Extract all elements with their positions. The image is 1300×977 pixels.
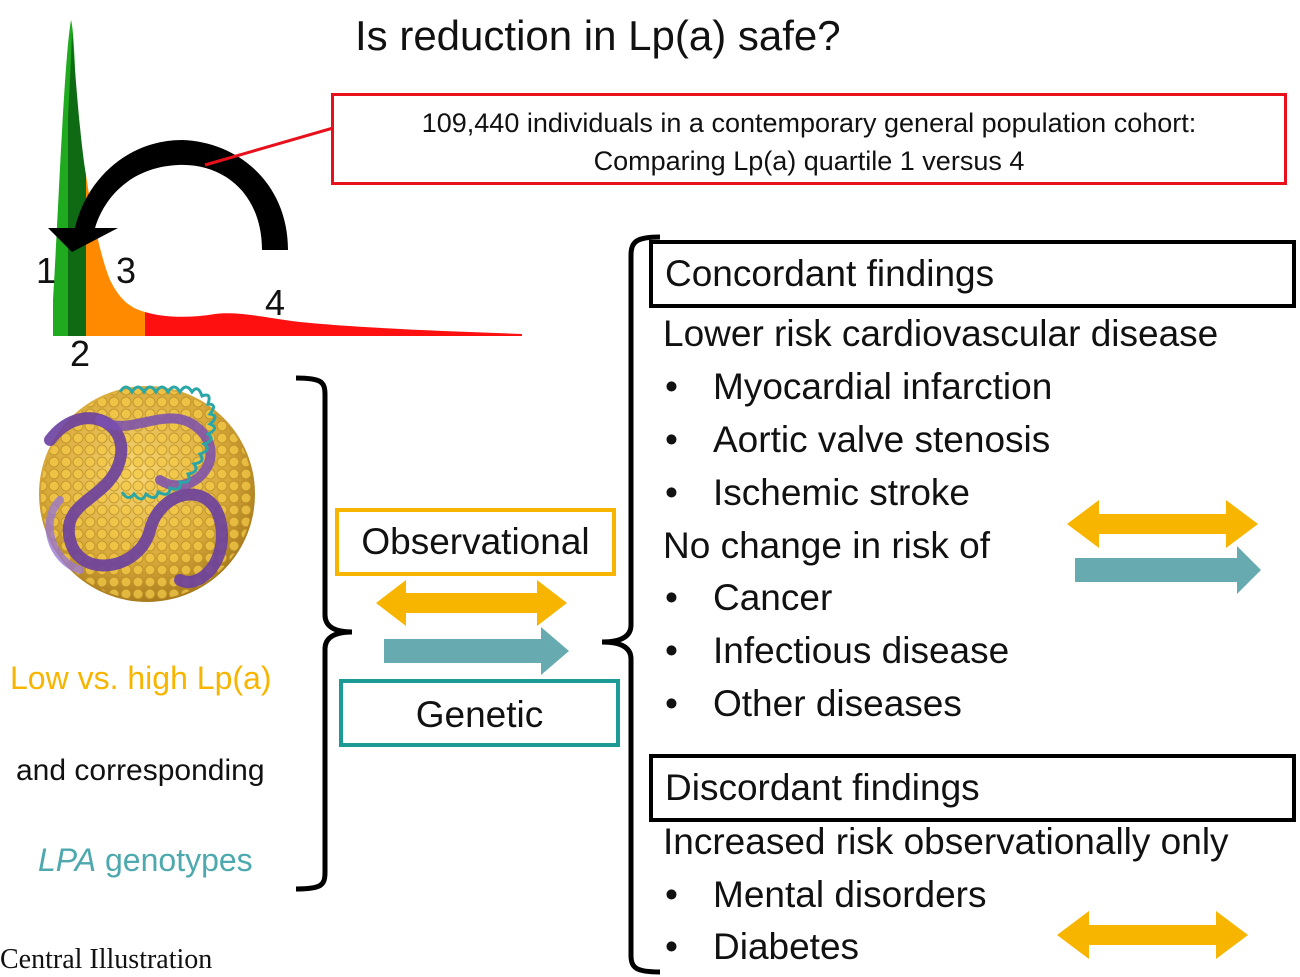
exposure-low-vs-high: Low vs. high Lp(a) [10,660,272,696]
central-illustration-caption: Central Illustration [0,944,213,975]
observational-double-arrow-icon [376,580,567,626]
list-item: • Ischemic stroke [665,472,971,513]
quartile-label-4: 4 [265,282,286,323]
genotypes-word: genotypes [96,842,253,878]
genetic-box: Genetic [339,679,620,747]
cohort-description-box: 109,440 individuals in a contemporary ge… [331,93,1287,185]
observational-box: Observational [335,508,616,576]
cohort-line-1: 109,440 individuals in a contemporary ge… [421,108,1197,138]
page-title: Is reduction in Lp(a) safe? [355,12,841,59]
cohort-line-2: Comparing Lp(a) quartile 1 versus 4 [593,146,1025,176]
genetic-arrow-icon [384,627,569,675]
left-brace [295,375,353,892]
quartile-label-2: 2 [70,333,91,374]
quartile-3-area [86,175,145,336]
curved-arrow-icon [48,140,288,252]
list-item: • Other diseases [665,683,962,724]
observational-only-heading: Increased risk observationally only [663,821,1229,862]
quartile-4-area [145,312,522,336]
list-item: • Aortic valve stenosis [665,419,1051,460]
right-brace [601,234,661,975]
exposure-and-corresponding: and corresponding [16,754,265,787]
lpa-gene-name: LPA [38,842,97,878]
concordant-observational-arrow-icon [1067,500,1258,548]
discordant-findings-header: Discordant findings [649,754,1296,822]
no-change-heading: No change in risk of [663,525,991,566]
quartile-2-area [68,30,86,336]
lpa-particle-illustration [39,385,255,602]
concordant-genetic-arrow-icon [1075,546,1261,594]
concordant-findings-header: Concordant findings [649,240,1296,308]
exposure-lpa-genotypes: LPA genotypes [38,842,253,879]
cohort-connector-line [204,126,334,167]
lpa-distribution-curve [53,20,522,336]
discordant-observational-arrow-icon [1057,911,1248,959]
quartile-label-1: 1 [36,250,57,291]
list-item: • Diabetes [665,926,860,967]
list-item: • Mental disorders [665,874,987,915]
lower-risk-heading: Lower risk cardiovascular disease [663,313,1219,354]
list-item: • Infectious disease [665,630,1010,671]
list-item: • Cancer [665,577,833,618]
list-item: • Myocardial infarction [665,366,1053,407]
quartile-label-3: 3 [116,250,137,291]
